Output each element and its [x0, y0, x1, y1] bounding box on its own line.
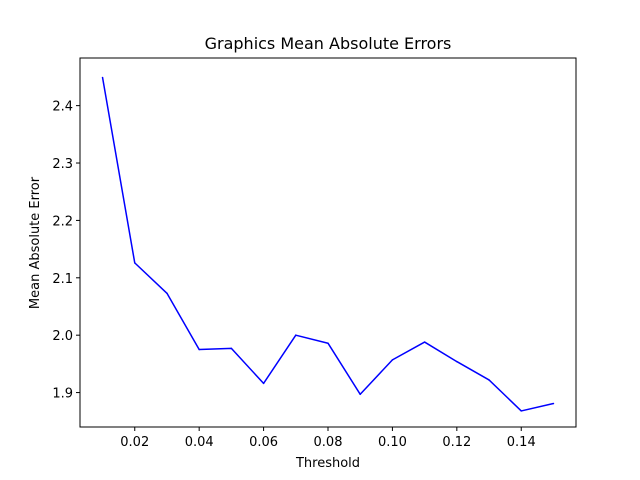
x-tick-label: 0.02	[120, 435, 149, 450]
series-points	[101, 76, 555, 412]
plot-area	[79, 57, 577, 428]
axes-frame	[79, 57, 577, 428]
data-point	[166, 292, 168, 295]
y-axis-label: Mean Absolute Error	[28, 176, 43, 309]
x-axis: 0.02 0.04 0.06 0.08 0.10 0.12 0.14	[120, 427, 536, 450]
data-point	[488, 379, 490, 381]
data-point	[456, 360, 458, 363]
y-tick-label: 2.4	[52, 100, 73, 115]
x-axis-label: Threshold	[295, 456, 360, 471]
data-point	[423, 341, 426, 343]
y-tick-label: 2.0	[52, 329, 73, 344]
y-tick-label: 1.9	[52, 387, 73, 402]
data-point	[391, 359, 394, 361]
x-tick-label: 0.08	[314, 435, 343, 450]
series-line	[101, 77, 554, 412]
y-axis: 1.9 2.0 2.1 2.2 2.3 2.4	[52, 100, 80, 402]
x-tick-label: 0.14	[507, 435, 536, 450]
data-point	[327, 342, 329, 344]
x-tick-label: 0.04	[185, 435, 214, 450]
y-tick-label: 2.2	[52, 214, 73, 229]
x-tick-label: 0.10	[378, 435, 407, 450]
data-point	[520, 410, 522, 412]
data-point	[359, 393, 361, 396]
x-tick-label: 0.12	[442, 435, 471, 450]
data-point	[552, 402, 555, 405]
data-point	[230, 347, 233, 350]
data-point	[295, 334, 297, 336]
data-point	[101, 76, 104, 79]
data-point	[262, 382, 265, 385]
y-tick-label: 2.1	[52, 272, 73, 287]
chart-title: Graphics Mean Absolute Errors	[205, 34, 452, 53]
y-tick-label: 2.3	[52, 157, 73, 172]
data-point	[134, 262, 136, 264]
x-tick-label: 0.06	[249, 435, 278, 450]
data-point	[198, 348, 200, 351]
